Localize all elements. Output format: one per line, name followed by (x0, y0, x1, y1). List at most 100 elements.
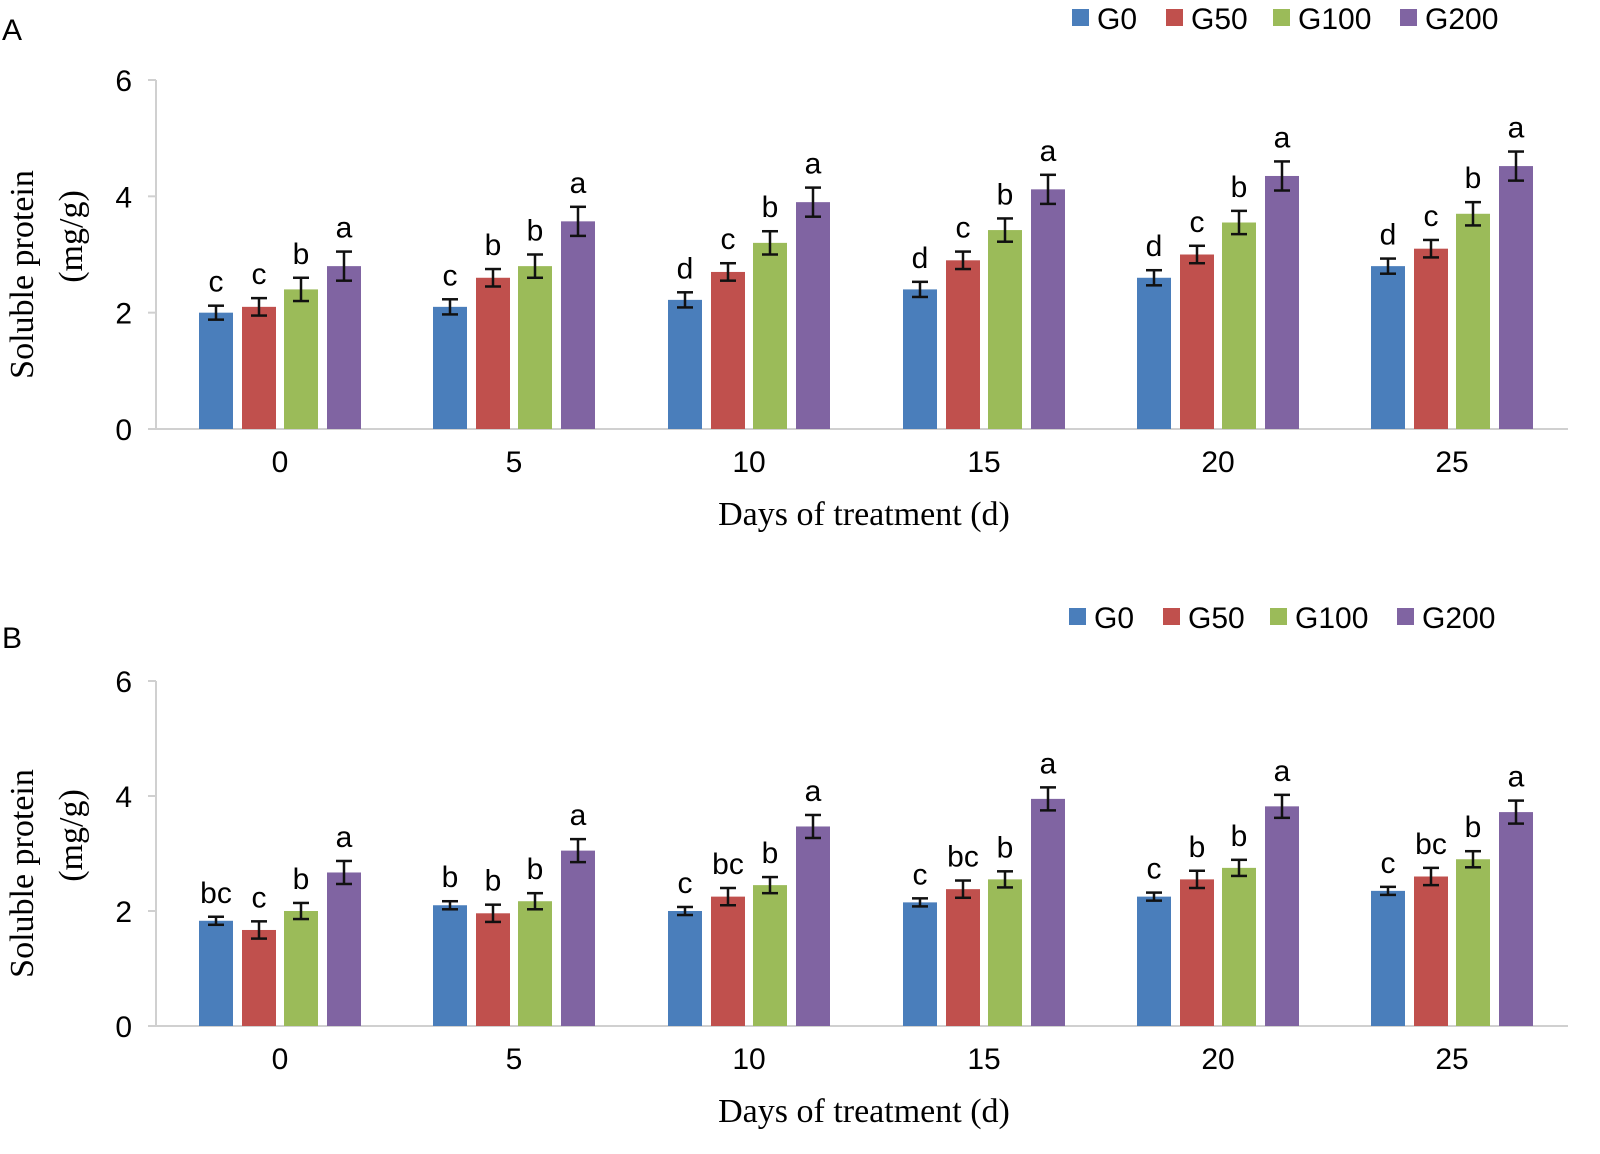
x-tick-label: 15 (967, 446, 1000, 479)
bar-g50-day-20 (1180, 254, 1214, 429)
significance-label: c (1190, 206, 1205, 239)
panel-a-chart: A 0 2 4 6 0 5 10 15 20 25 Days of treatment (d) Solu… (2, 3, 1568, 533)
panel-label: A (2, 14, 22, 47)
bar-g200-day-5 (561, 850, 595, 1026)
x-tick-label: 25 (1435, 1043, 1468, 1076)
bar-g100-day-10 (753, 885, 787, 1026)
x-tick-label: 20 (1201, 1043, 1234, 1076)
significance-label: b (997, 831, 1014, 864)
legend-swatch-g200 (1400, 9, 1417, 26)
significance-label: b (762, 837, 779, 870)
significance-label: a (570, 799, 587, 832)
bar-g50-day-15 (946, 889, 980, 1026)
y-tick-label: 6 (115, 65, 132, 98)
significance-label: a (1040, 135, 1057, 168)
significance-label: bc (712, 848, 744, 881)
significance-label: b (293, 863, 310, 896)
significance-label: c (252, 881, 267, 914)
bar-g200-day-0 (327, 266, 361, 429)
significance-label: a (570, 167, 587, 200)
y-tick-label: 4 (115, 181, 132, 214)
significance-label: b (1231, 171, 1248, 204)
bar-g50-day-25 (1414, 248, 1448, 429)
bar-g200-day-15 (1031, 189, 1065, 429)
y-axis-unit: (mg/g) (53, 190, 90, 283)
legend-label-g200: G200 (1422, 602, 1495, 635)
bar-g200-day-25 (1499, 166, 1533, 429)
legend-label-g50: G50 (1188, 602, 1245, 635)
bar-g0-day-5 (433, 905, 467, 1026)
panel-label: B (2, 622, 22, 655)
significance-label: c (956, 212, 971, 245)
significance-label: a (1274, 755, 1291, 788)
significance-label: c (1147, 853, 1162, 886)
legend-swatch-g100 (1270, 608, 1287, 625)
significance-label: c (913, 858, 928, 891)
significance-label: bc (1415, 828, 1447, 861)
x-axis-title: Days of treatment (d) (718, 496, 1010, 533)
bar-g100-day-10 (753, 242, 787, 429)
bar-g200-day-5 (561, 221, 595, 429)
bar-g50-day-10 (711, 271, 745, 429)
x-tick-label: 0 (272, 1043, 289, 1076)
bar-g0-day-20 (1137, 277, 1171, 429)
x-tick-label: 10 (732, 1043, 765, 1076)
bar-g100-day-5 (518, 901, 552, 1026)
significance-label: b (1231, 820, 1248, 853)
significance-label: bc (947, 841, 979, 874)
significance-label: a (1508, 761, 1525, 794)
bar-g0-day-5 (433, 306, 467, 429)
legend-swatch-g50 (1166, 9, 1183, 26)
significance-label: b (762, 191, 779, 224)
bar-g50-day-15 (946, 260, 980, 429)
bar-g0-day-0 (199, 920, 233, 1026)
x-tick-label: 10 (732, 446, 765, 479)
significance-label: c (252, 258, 267, 291)
significance-label: a (336, 212, 353, 245)
bar-g200-day-20 (1265, 175, 1299, 429)
bar-g0-day-20 (1137, 896, 1171, 1026)
significance-label: a (336, 821, 353, 854)
legend-swatch-g0 (1072, 9, 1089, 26)
bar-g0-day-10 (668, 911, 702, 1026)
significance-label: b (997, 178, 1014, 211)
legend-swatch-g50 (1163, 608, 1180, 625)
y-axis-title: Soluble protein (4, 769, 41, 978)
bar-g50-day-0 (242, 306, 276, 429)
significance-label: c (721, 223, 736, 256)
bar-g200-day-0 (327, 872, 361, 1026)
y-tick-label: 2 (115, 896, 132, 929)
significance-label: d (677, 252, 694, 285)
legend-label-g0: G0 (1094, 602, 1134, 635)
bar-g50-day-10 (711, 896, 745, 1026)
significance-label: c (1424, 200, 1439, 233)
significance-label: b (527, 853, 544, 886)
significance-label: c (1381, 847, 1396, 880)
significance-label: b (1189, 831, 1206, 864)
y-tick-label: 4 (115, 781, 132, 814)
x-tick-label: 0 (272, 446, 289, 479)
significance-label: b (485, 229, 502, 262)
significance-label: b (442, 861, 459, 894)
significance-label: d (1380, 219, 1397, 252)
bar-g50-day-5 (476, 913, 510, 1026)
legend-swatch-g200 (1397, 608, 1414, 625)
bar-g200-day-25 (1499, 812, 1533, 1026)
significance-label: a (805, 148, 822, 181)
bar-g0-day-15 (903, 902, 937, 1026)
bar-g0-day-25 (1371, 266, 1405, 429)
legend-label-g0: G0 (1097, 3, 1137, 36)
significance-label: a (1274, 121, 1291, 154)
significance-label: b (485, 865, 502, 898)
legend-label-g200: G200 (1425, 3, 1498, 36)
significance-label: b (527, 215, 544, 248)
bar-g0-day-10 (668, 299, 702, 429)
panel-b-chart: B 0 2 4 6 0 5 10 15 20 25 Days of treatment (d) Solu… (2, 602, 1568, 1130)
legend-label-g100: G100 (1298, 3, 1371, 36)
significance-label: b (1465, 162, 1482, 195)
bar-g100-day-25 (1456, 859, 1490, 1026)
significance-label: c (209, 266, 224, 299)
bar-g50-day-5 (476, 277, 510, 429)
significance-label: a (805, 775, 822, 808)
